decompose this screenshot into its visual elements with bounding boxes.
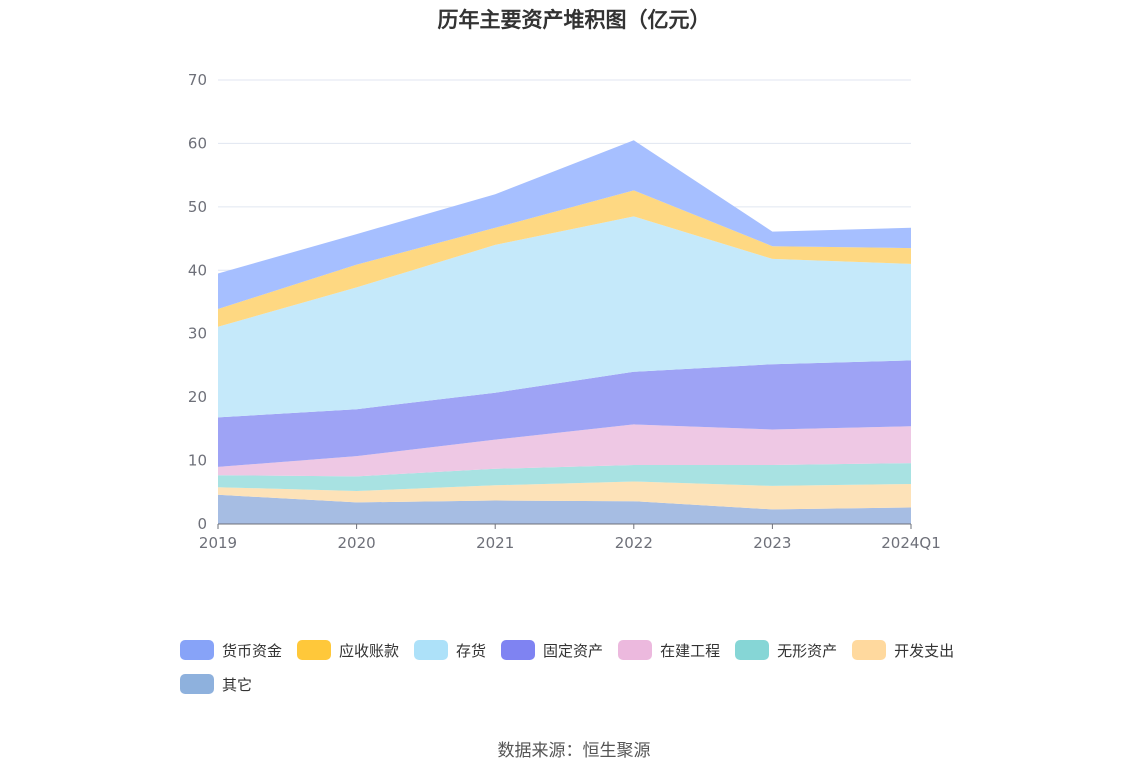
area-series [218,140,911,524]
stacked-area-chart: 0 10 20 30 40 50 60 70 2019 2020 2021 2022 2023 2024Q… [188,71,941,552]
area-在建工程 [218,424,911,477]
y-tick-label: 30 [188,325,207,343]
y-tick-label: 0 [197,515,207,533]
area-无形资产 [218,463,911,491]
legend-swatch [180,640,214,660]
legend-label: 无形资产 [777,641,838,660]
legend-swatch [852,640,887,660]
legend-item-qita[interactable]: 其它 [180,672,252,696]
x-tick-label: 2024Q1 [881,534,941,552]
area-存货 [218,216,911,418]
legend-swatch [618,640,653,660]
x-tick-label: 2019 [199,534,237,552]
legend-item-cunhuo[interactable]: 存货 [414,638,486,662]
legend-label: 开发支出 [894,641,955,660]
legend-swatch [414,640,449,660]
area-应收账款 [218,190,911,327]
y-tick-label: 50 [188,198,207,216]
chart-title: 历年主要资产堆积图（亿元） [437,8,711,32]
y-tick-label: 70 [188,71,207,89]
x-tick-label: 2021 [476,534,514,552]
area-其它 [218,494,911,524]
legend-swatch [297,640,332,660]
x-tick-label: 2020 [338,534,376,552]
legend-label: 应收账款 [339,641,400,660]
legend-item-huobi[interactable]: 货币资金 [180,638,282,662]
legend-item-zaijian[interactable]: 在建工程 [618,638,720,662]
area-固定资产 [218,360,911,467]
area-开发支出 [218,481,911,510]
x-tick-label: 2022 [615,534,653,552]
legend: 货币资金 应收账款 存货 固定资产 在建工程 无形资产 开发支出 其它 [180,638,1000,696]
legend-swatch [180,674,214,694]
source-note: 数据来源：恒生聚源 [497,741,651,761]
y-tick-label: 60 [188,134,207,152]
legend-label: 其它 [222,675,253,694]
legend-item-kaifa[interactable]: 开发支出 [852,638,954,662]
legend-label: 固定资产 [543,641,604,660]
area-货币资金 [218,140,911,309]
legend-label: 存货 [456,641,487,660]
legend-item-yingshou[interactable]: 应收账款 [297,638,399,662]
legend-swatch [501,640,536,660]
legend-label: 在建工程 [660,641,721,660]
legend-label: 货币资金 [222,641,283,660]
legend-item-wuxing[interactable]: 无形资产 [735,638,837,662]
legend-item-guding[interactable]: 固定资产 [501,638,603,662]
legend-swatch [735,640,770,660]
y-tick-label: 40 [188,261,207,279]
y-tick-label: 20 [188,388,207,406]
y-tick-label: 10 [188,452,207,470]
x-tick-label: 2023 [753,534,791,552]
axes: 0 10 20 30 40 50 60 70 2019 2020 2021 2022 2023 2024Q… [188,71,941,552]
